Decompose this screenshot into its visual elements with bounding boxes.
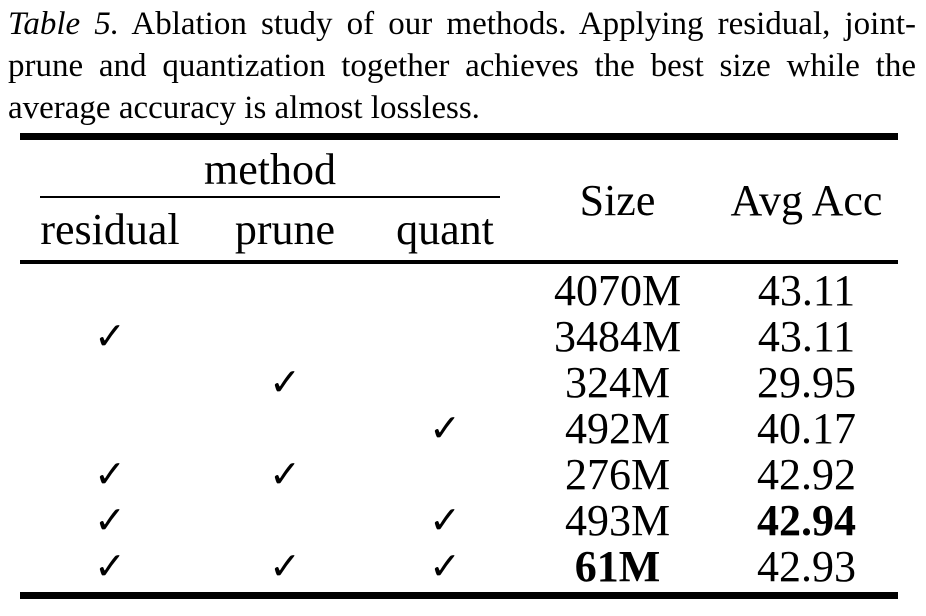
caption-line-1: Table 5. Ablation study of our methods. … xyxy=(8,3,916,45)
table-row: ✓ ✓ 276M 42.92 xyxy=(20,449,898,499)
checkmark-cell-quant: ✓ xyxy=(429,498,461,542)
caption-line-3: average accuracy is almost lossless. xyxy=(8,90,480,126)
size-value: 324M xyxy=(564,357,671,407)
avg-acc-value: 29.95 xyxy=(757,357,856,407)
table-header: method residual prune quant Size Avg Acc xyxy=(20,140,898,260)
checkmark-cell-prune: ✓ xyxy=(269,452,301,496)
avg-acc-value: 40.17 xyxy=(757,403,856,453)
size-value: 4070M xyxy=(553,265,682,315)
caption-line-2: prune and quantization together achieves… xyxy=(8,48,916,84)
avg-acc-value: 43.11 xyxy=(757,265,856,315)
checkmark-cell-prune: ✓ xyxy=(269,360,301,404)
checkmark-cell-residual: ✓ xyxy=(94,544,126,588)
table-body: 4070M 43.11 ✓ 3484M 43.11 ✓ 324M 29.95 xyxy=(20,264,898,592)
size-value: 3484M xyxy=(553,311,682,361)
caption-table-number: Table 5. xyxy=(8,6,120,42)
method-subheaders: residual prune quant xyxy=(20,198,520,260)
checkmark-cell-residual: ✓ xyxy=(94,452,126,496)
header-rule xyxy=(20,260,898,264)
method-group-header: method xyxy=(204,145,336,194)
size-value: 493M xyxy=(564,495,671,545)
top-rule xyxy=(20,133,898,140)
column-header-residual: residual xyxy=(40,204,180,254)
size-value-best: 61M xyxy=(574,541,661,591)
size-value: 492M xyxy=(564,403,671,453)
table-row: ✓ ✓ ✓ 61M 42.93 xyxy=(20,541,898,591)
avg-acc-value-best: 42.94 xyxy=(757,495,856,545)
checkmark-cell-quant: ✓ xyxy=(429,544,461,588)
checkmark-cell-residual: ✓ xyxy=(94,314,126,358)
method-column-group: method residual prune quant xyxy=(20,140,520,260)
table-row: ✓ ✓ 493M 42.94 xyxy=(20,495,898,545)
avg-acc-value: 42.93 xyxy=(757,541,856,591)
column-header-quant: quant xyxy=(396,204,494,254)
avg-acc-value: 42.92 xyxy=(757,449,856,499)
table-row: ✓ 324M 29.95 xyxy=(20,357,898,407)
bottom-rule xyxy=(20,592,898,599)
table-row: ✓ 3484M 43.11 xyxy=(20,311,898,361)
column-header-avg-acc: Avg Acc xyxy=(730,175,883,225)
checkmark-cell-residual: ✓ xyxy=(94,498,126,542)
column-header-size: Size xyxy=(579,175,656,225)
table-row: 4070M 43.11 xyxy=(20,265,898,315)
method-group-underline xyxy=(40,196,500,198)
caption-text-1: Ablation study of our methods. Applying … xyxy=(119,6,916,42)
checkmark-cell-quant: ✓ xyxy=(429,406,461,450)
table-caption: Table 5. Ablation study of our methods. … xyxy=(0,0,926,129)
avg-acc-value: 43.11 xyxy=(757,311,856,361)
size-value: 276M xyxy=(564,449,671,499)
column-header-prune: prune xyxy=(234,204,336,254)
table-row: ✓ 492M 40.17 xyxy=(20,403,898,453)
checkmark-cell-prune: ✓ xyxy=(269,544,301,588)
ablation-table: method residual prune quant Size Avg Acc… xyxy=(20,133,898,599)
